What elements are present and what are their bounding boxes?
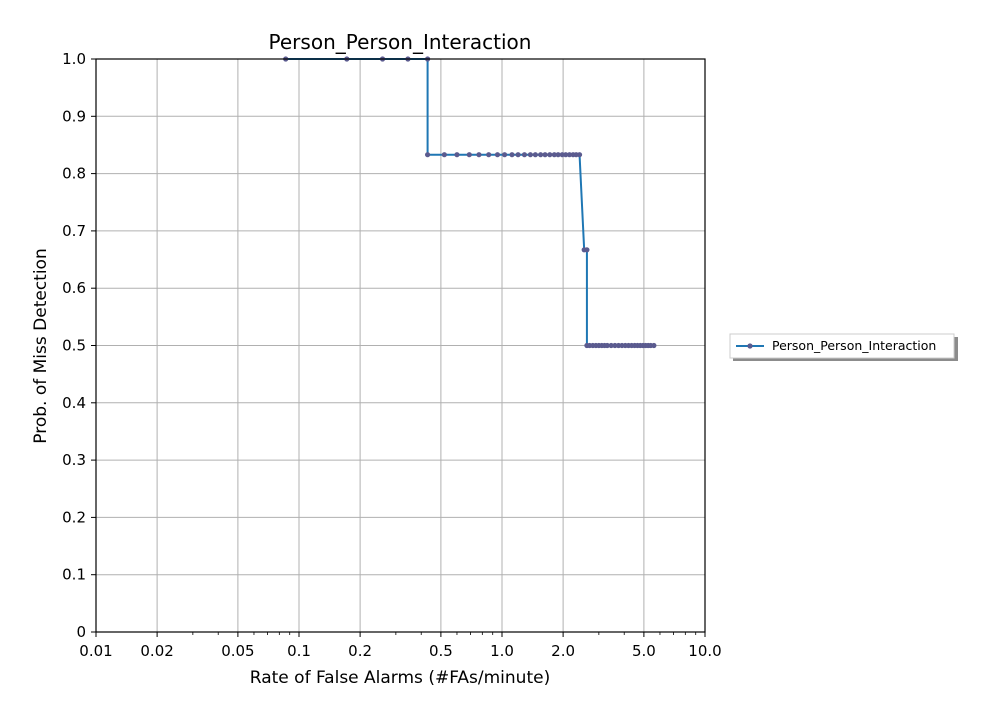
data-point	[608, 342, 614, 349]
data-point	[604, 342, 610, 349]
legend: Person_Person_Interaction	[729, 333, 958, 361]
y-tick-label: 0.7	[62, 222, 86, 240]
x-tick-label: 0.05	[221, 642, 254, 660]
x-tick-label: 0.01	[79, 642, 112, 660]
data-point	[563, 152, 569, 158]
data-point	[441, 152, 447, 158]
x-axis-title: Rate of False Alarms (#FAs/minute)	[250, 668, 550, 688]
data-point	[612, 342, 618, 349]
data-point	[538, 152, 544, 158]
x-tick-label: 0.5	[429, 642, 453, 660]
data-point	[466, 152, 472, 158]
y-tick-label: 0.5	[62, 337, 86, 355]
data-point	[424, 152, 431, 158]
x-tick-label: 10.0	[688, 642, 721, 660]
data-point	[515, 152, 521, 158]
data-point	[532, 152, 538, 158]
y-tick-label: 1.0	[62, 50, 86, 68]
y-axis-title: Prob. of Miss Detection	[31, 248, 51, 443]
x-tick-label: 2.0	[551, 642, 575, 660]
data-point	[454, 152, 460, 158]
y-tick-label: 0.9	[62, 107, 86, 125]
data-point	[547, 152, 553, 158]
data-point	[494, 152, 501, 158]
data-point	[502, 152, 508, 158]
data-point	[551, 152, 557, 158]
x-tick-label: 0.1	[287, 642, 311, 660]
data-point	[584, 247, 590, 253]
y-tick-label: 0.4	[62, 394, 86, 412]
y-tick-label: 0.1	[62, 566, 86, 584]
x-tick-label: 0.2	[348, 642, 372, 660]
data-point	[576, 152, 583, 158]
legend-box	[729, 333, 955, 359]
data-point	[555, 152, 561, 158]
data-point	[509, 152, 515, 158]
chart-title: Person_Person_Interaction	[269, 30, 532, 54]
data-point	[527, 152, 533, 158]
y-tick-label: 0.2	[62, 508, 86, 526]
series-layer	[283, 56, 657, 349]
x-tick-label: 5.0	[632, 642, 656, 660]
x-tick-label: 0.02	[140, 642, 173, 660]
y-tick-label: 0.6	[62, 279, 86, 297]
data-point	[566, 152, 573, 158]
data-point	[542, 152, 548, 158]
y-tick-label: 0.8	[62, 165, 86, 183]
y-tick-label: 0.3	[62, 451, 86, 469]
data-point	[651, 342, 657, 349]
tick-layer: 0.01 0.02 0.05 0.1 0.2 0.5 1.0 2.0 5.0 10.0 0 0.1 0.…	[62, 50, 722, 660]
legend-label: Person_Person_Interaction	[772, 338, 936, 353]
data-point	[486, 152, 492, 158]
x-tick-label: 1.0	[490, 642, 514, 660]
data-point	[476, 152, 482, 158]
legend-marker-swatch	[747, 343, 753, 349]
data-point	[521, 152, 528, 158]
y-tick-label: 0	[76, 623, 86, 641]
